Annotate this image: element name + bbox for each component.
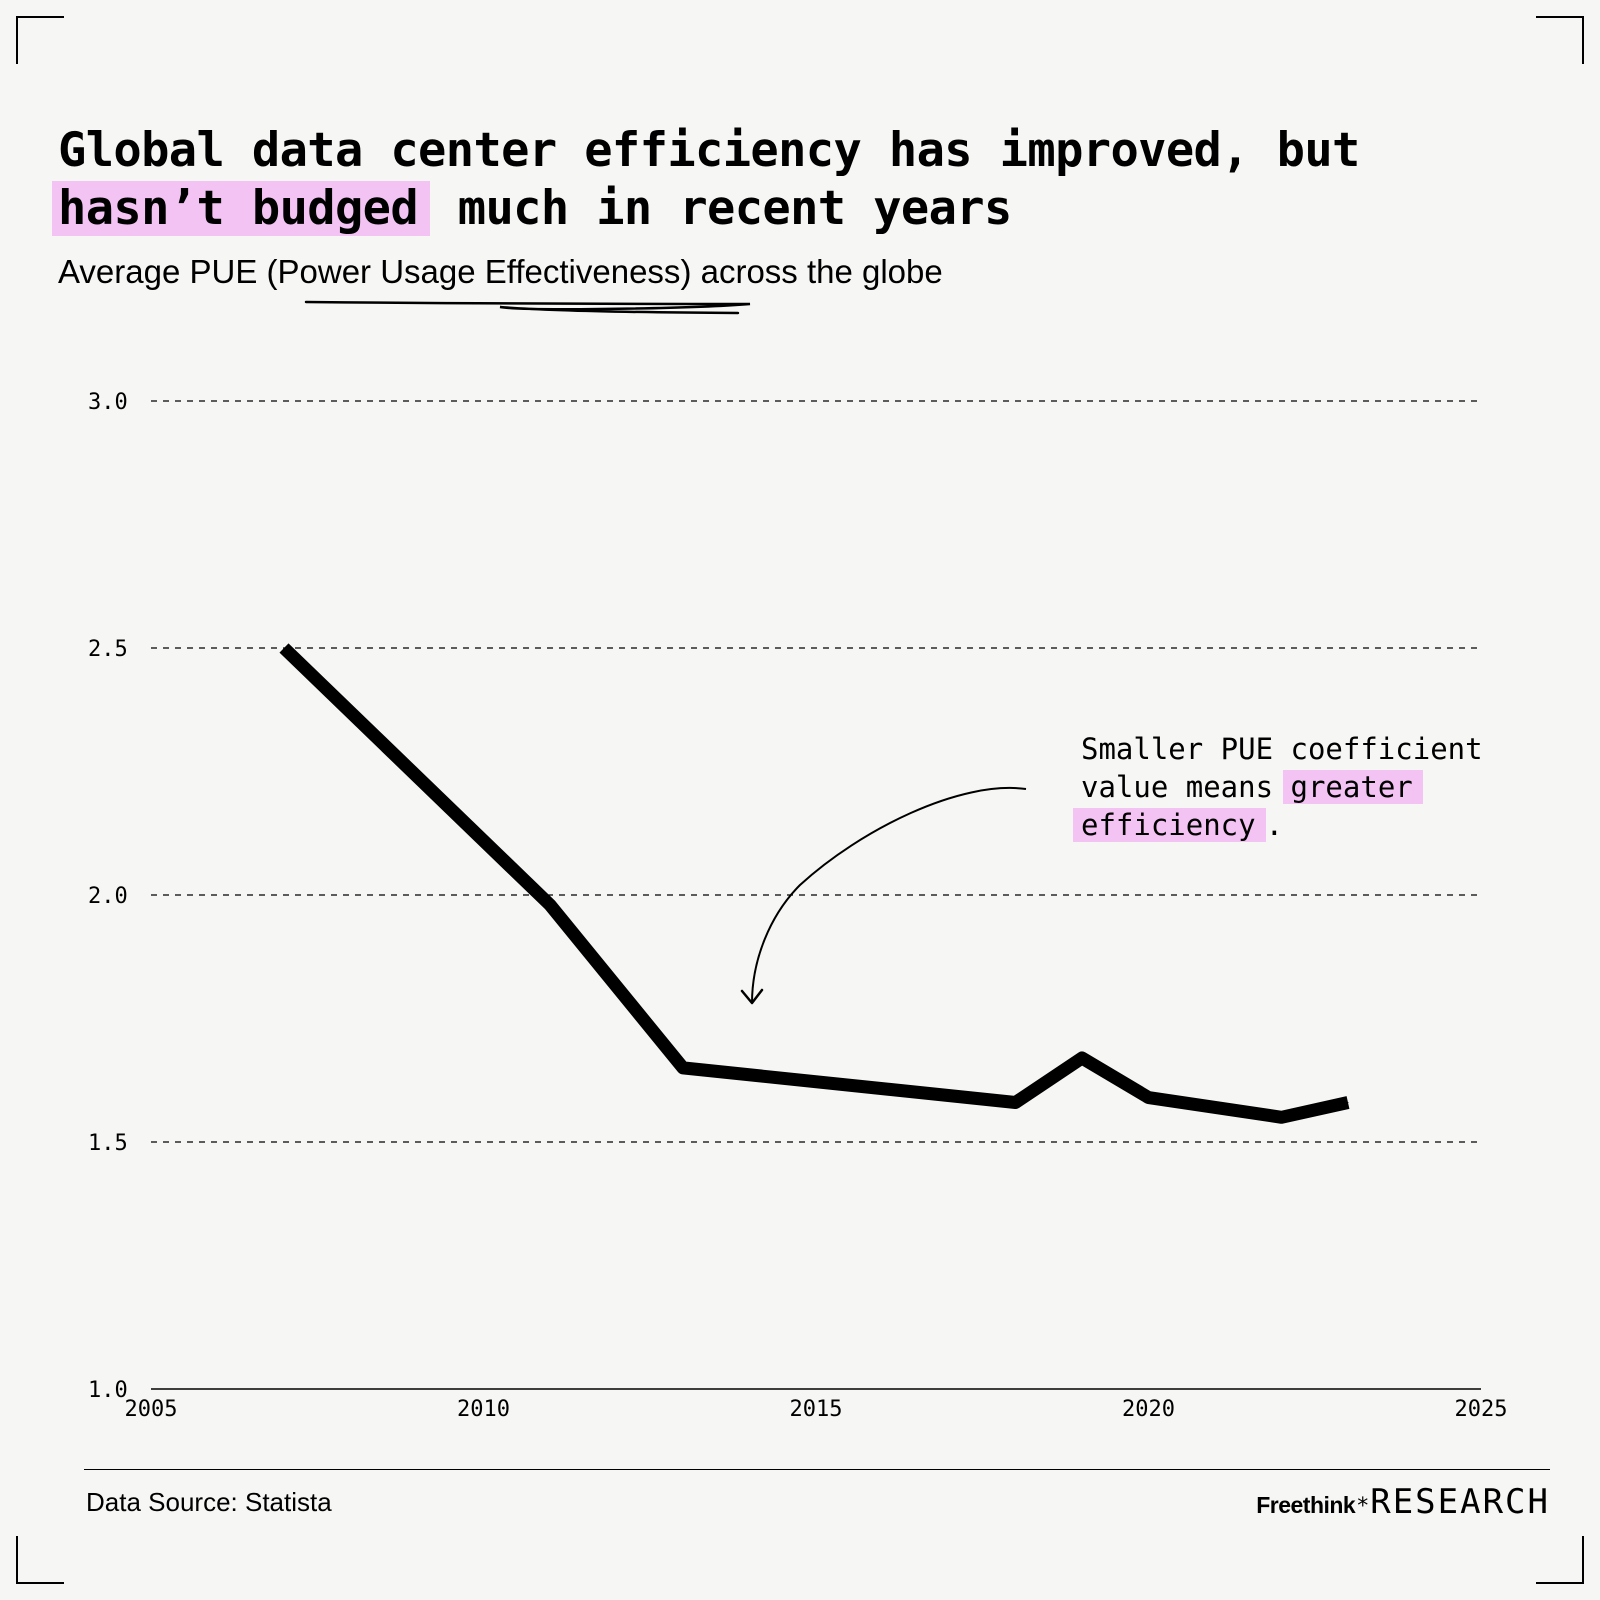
y-tick-label: 1.0 [88,1378,128,1403]
x-tick-label: 2005 [125,1397,178,1422]
data-point [1081,1057,1083,1059]
annotation-line-2: value means [1081,770,1291,804]
data-point [1015,1101,1016,1103]
subtitle-term: Power Usage Effectiveness [277,253,681,290]
data-point [1281,1116,1282,1118]
data-source: Data Source: Statista [86,1487,332,1517]
corner-mark-bottom-left [16,1536,64,1584]
x-tick-label: 2015 [790,1397,843,1422]
x-tick-label: 2025 [1455,1397,1508,1422]
annotation-arrow [751,787,1027,1004]
corner-mark-top-right [1536,16,1584,64]
series-lines [279,643,1350,1124]
series-line-average-pue [279,643,1350,1124]
annotation-line-1: Smaller PUE coefficient [1081,732,1483,766]
data-point [283,647,285,649]
chart-subtitle: Average PUE (Power Usage Effectiveness) … [58,251,943,293]
data-point [682,1067,684,1069]
title-line-2-rest: much in recent years [430,181,1013,236]
title-highlight: hasn’t budged [52,181,431,236]
annotation-end: . [1265,808,1284,842]
annotation-highlight-1: greater [1282,770,1423,804]
logo-research: RESEARCH [1370,1482,1550,1522]
y-tick-label: 1.5 [88,1131,128,1156]
annotation-arrowhead [740,988,764,1005]
corner-mark-bottom-right [1536,1536,1584,1584]
y-tick-label: 2.0 [88,884,128,909]
axis-tick-labels: 1.0 1.5 2.0 2.5 3.0 2005 2010 2015 2020 2025 [88,390,1507,1422]
gridlines [151,400,1481,1390]
data-point [1347,1101,1349,1103]
footer-divider [84,1469,1550,1470]
logo-freethink: Freethink [1256,1492,1356,1518]
x-tick-label: 2010 [457,1397,510,1422]
annotation-highlight-2: efficiency [1073,808,1266,842]
freethink-research-logo: Freethink * RESEARCH [1256,1482,1550,1522]
corner-mark-top-left [16,16,64,64]
annotation-text: Smaller PUE coefficient value means grea… [1073,730,1571,844]
subtitle-suffix: ) across the globe [680,253,943,290]
data-point [1148,1097,1149,1099]
subtitle-prefix: Average PUE ( [58,253,278,290]
y-tick-label: 3.0 [88,390,128,415]
y-tick-label: 2.5 [88,637,128,662]
x-tick-label: 2020 [1122,1397,1175,1422]
title-line-1: Global data center efficiency has improv… [58,123,1360,178]
chart-title: Global data center efficiency has improv… [52,122,1558,238]
logo-star-icon: * [1357,1494,1369,1519]
data-point [549,904,551,906]
